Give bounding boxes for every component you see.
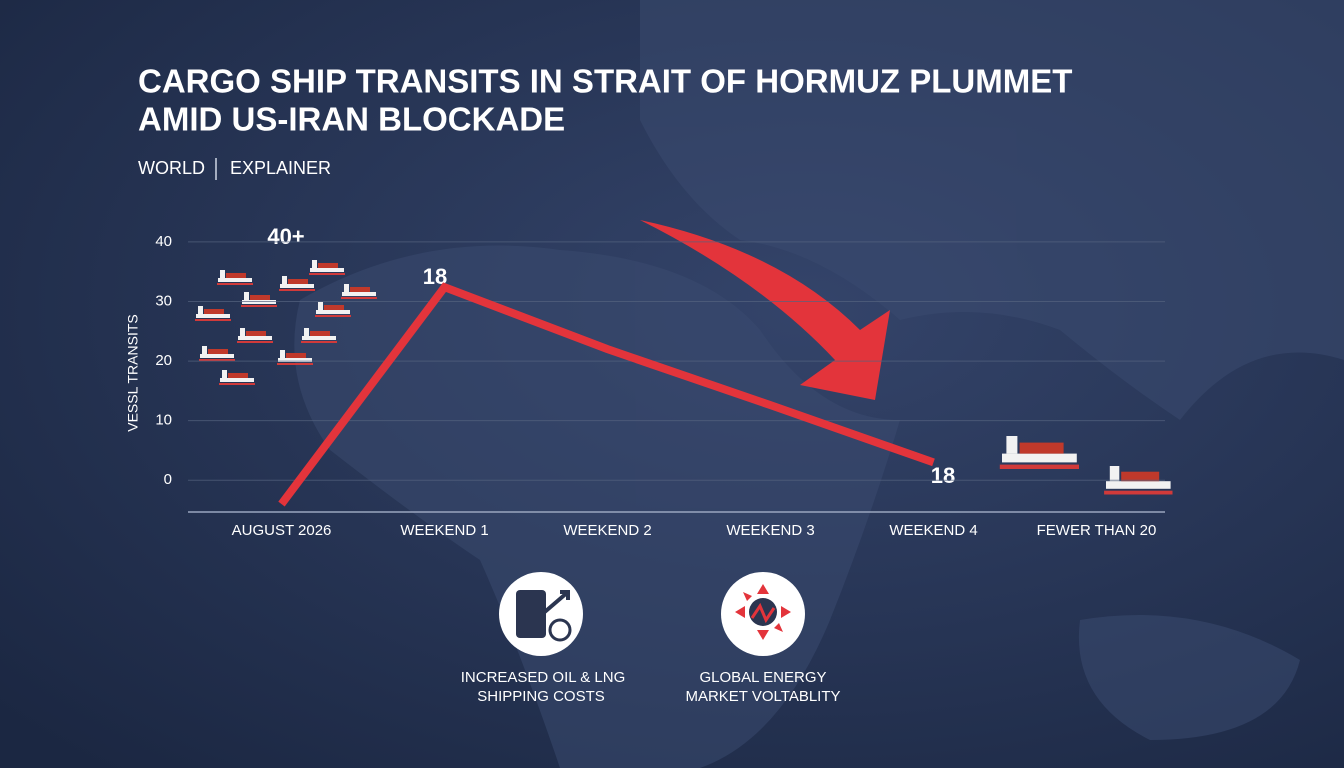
ship-icon [1104, 466, 1173, 495]
ship-water [217, 283, 253, 285]
ship-icon [999, 436, 1079, 469]
ship-hull [218, 278, 252, 282]
ship-water [309, 273, 345, 275]
ship-water [195, 319, 231, 321]
ship-bridge [244, 292, 249, 300]
ship-hull [316, 310, 350, 314]
ship-bridge [1109, 466, 1120, 482]
ship-icon [279, 276, 315, 291]
ship-cargo [324, 305, 344, 310]
section: WORLD [138, 158, 205, 178]
ship-hull [200, 354, 234, 358]
ship-hull [342, 292, 376, 296]
ship-cargo [250, 295, 270, 300]
ship-icon [277, 350, 313, 365]
ship-water [1104, 490, 1173, 495]
annotation: 18 [931, 463, 955, 488]
impact-icon [721, 572, 805, 656]
ship-bridge [220, 270, 225, 278]
ship-hull [278, 358, 312, 362]
ship-icon [237, 328, 273, 343]
ship-water [279, 289, 315, 291]
ship-water [219, 383, 255, 385]
ship-bridge [1006, 436, 1018, 454]
ship-cargo [310, 331, 330, 336]
impact-text: INCREASED OIL & LNG [461, 669, 626, 686]
ship-water [999, 464, 1079, 469]
x-tick-label: WEEKEND 1 [400, 522, 488, 539]
ship-icon [195, 306, 231, 321]
ship-hull [280, 284, 314, 288]
ship-cargo [1121, 471, 1160, 482]
ship-cargo [286, 353, 306, 358]
ship-bridge [202, 346, 207, 354]
ship-cargo [1019, 442, 1064, 454]
ship-icon [199, 346, 235, 361]
title: AMID US-IRAN BLOCKADE [138, 101, 565, 138]
ship-hull [220, 378, 254, 382]
x-tick-label: WEEKEND 4 [889, 522, 977, 539]
ship-bridge [240, 328, 245, 336]
ship-bridge [198, 306, 203, 314]
ship-water [301, 341, 337, 343]
trend-arrow [640, 220, 890, 400]
ship-cargo [288, 279, 308, 284]
y-tick-label: 20 [155, 352, 172, 369]
ship-icon [217, 270, 253, 285]
ship-icon [241, 292, 277, 307]
ship-hull [310, 268, 344, 272]
kind: EXPLAINER [230, 158, 331, 178]
ship-bridge [318, 302, 323, 310]
ship-hull [1106, 481, 1171, 489]
ship-hull [238, 336, 272, 340]
ship-water [315, 315, 351, 317]
x-tick-label: FEWER THAN 20 [1037, 522, 1157, 539]
data-line [278, 282, 935, 507]
ship-bridge [304, 328, 309, 336]
ship-icon [219, 370, 255, 385]
ship-water [237, 341, 273, 343]
impact-icon [499, 572, 583, 656]
ship-cargo [226, 273, 246, 278]
x-tick-label: AUGUST 2026 [232, 522, 332, 539]
ship-cargo [208, 349, 228, 354]
ship-cargo [350, 287, 370, 292]
x-tick-label: WEEKEND 3 [726, 522, 814, 539]
ship-cargo [204, 309, 224, 314]
impact-text: MARKET VOLTABLITY [685, 688, 840, 705]
ship-cargo [318, 263, 338, 268]
y-tick-label: 40 [155, 233, 172, 250]
impact-text: GLOBAL ENERGY [700, 669, 827, 686]
ship-hull [242, 300, 276, 304]
ship-icon [315, 302, 351, 317]
ship-bridge [222, 370, 227, 378]
ship-icon [309, 260, 345, 275]
y-tick-label: 0 [164, 471, 172, 488]
ship-water [277, 363, 313, 365]
x-tick-label: WEEKEND 2 [563, 522, 651, 539]
ship-icon [301, 328, 337, 343]
ship-cargo [246, 331, 266, 336]
ship-hull [196, 314, 230, 318]
ship-cargo [228, 373, 248, 378]
title: CARGO SHIP TRANSITS IN STRAIT OF HORMUZ … [138, 63, 1072, 100]
y-tick-label: 30 [155, 292, 172, 309]
ship-hull [1002, 453, 1077, 463]
ship-bridge [344, 284, 349, 292]
y-tick-label: 10 [155, 412, 172, 429]
ship-bridge [312, 260, 317, 268]
ship-water [341, 297, 377, 299]
ship-hull [302, 336, 336, 340]
ship-water [241, 305, 277, 307]
annotation: 40+ [267, 224, 304, 249]
ship-icon [341, 284, 377, 299]
y-axis-label: VESSL TRANSITS [125, 314, 141, 431]
ship-water [199, 359, 235, 361]
impact-text: SHIPPING COSTS [477, 688, 605, 705]
ship-bridge [282, 276, 287, 284]
ship-bridge [280, 350, 285, 358]
